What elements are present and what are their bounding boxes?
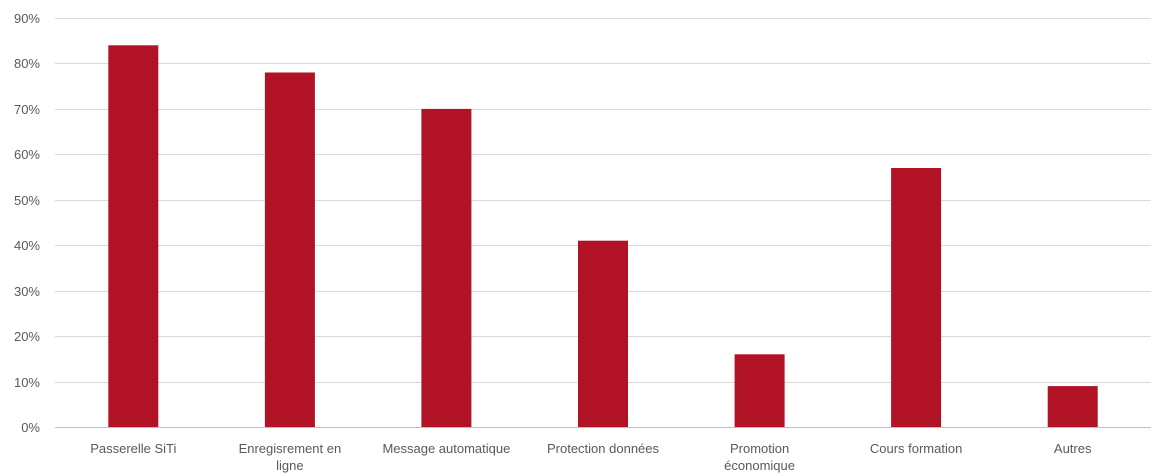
y-tick-label: 80% <box>14 56 40 71</box>
x-category-label: Enregisrement en ligne <box>239 441 342 473</box>
bar <box>578 240 628 427</box>
y-tick-label: 20% <box>14 329 40 344</box>
x-category-label: Autres <box>1054 441 1092 456</box>
y-tick-label: 50% <box>14 193 40 208</box>
y-tick-label: 40% <box>14 238 40 253</box>
x-category-label-line: Passerelle SiTi <box>90 441 176 456</box>
x-category-label-line: Cours formation <box>870 441 962 456</box>
x-category-label: Message automatique <box>382 441 510 456</box>
bar <box>1047 386 1098 427</box>
y-axis-tick-labels: 0% 10% 20% 30% 40% 50% 60% 70% 80% 90% <box>14 11 40 435</box>
bar <box>421 108 472 428</box>
x-category-label-line: Enregisrement en <box>239 441 342 456</box>
x-category-label: Cours formation <box>870 441 962 456</box>
x-category-label-line: Protection données <box>547 441 660 456</box>
x-category-label: Protection données <box>547 441 660 456</box>
bar <box>891 168 942 427</box>
y-tick-label: 0% <box>21 420 40 435</box>
y-tick-label: 30% <box>14 284 40 299</box>
y-tick-label: 10% <box>14 375 40 390</box>
bar <box>264 72 315 427</box>
bars <box>108 45 1098 428</box>
x-category-label: Passerelle SiTi <box>90 441 176 456</box>
x-category-label-line: Autres <box>1054 441 1092 456</box>
y-tick-label: 70% <box>14 102 40 117</box>
x-axis-category-labels: Passerelle SiTi Enregisrement en ligne Mess… <box>90 441 1092 473</box>
gridlines <box>55 18 1151 383</box>
bar <box>108 45 159 428</box>
x-category-label-line: Promotion <box>730 441 789 456</box>
x-category-label-line: Message automatique <box>382 441 510 456</box>
y-tick-label: 60% <box>14 147 40 162</box>
x-category-label-line: ligne <box>276 458 303 473</box>
y-tick-label: 90% <box>14 11 40 26</box>
bar <box>734 354 785 427</box>
x-category-label: Promotion économique <box>724 441 795 473</box>
x-category-label-line: économique <box>724 458 795 473</box>
